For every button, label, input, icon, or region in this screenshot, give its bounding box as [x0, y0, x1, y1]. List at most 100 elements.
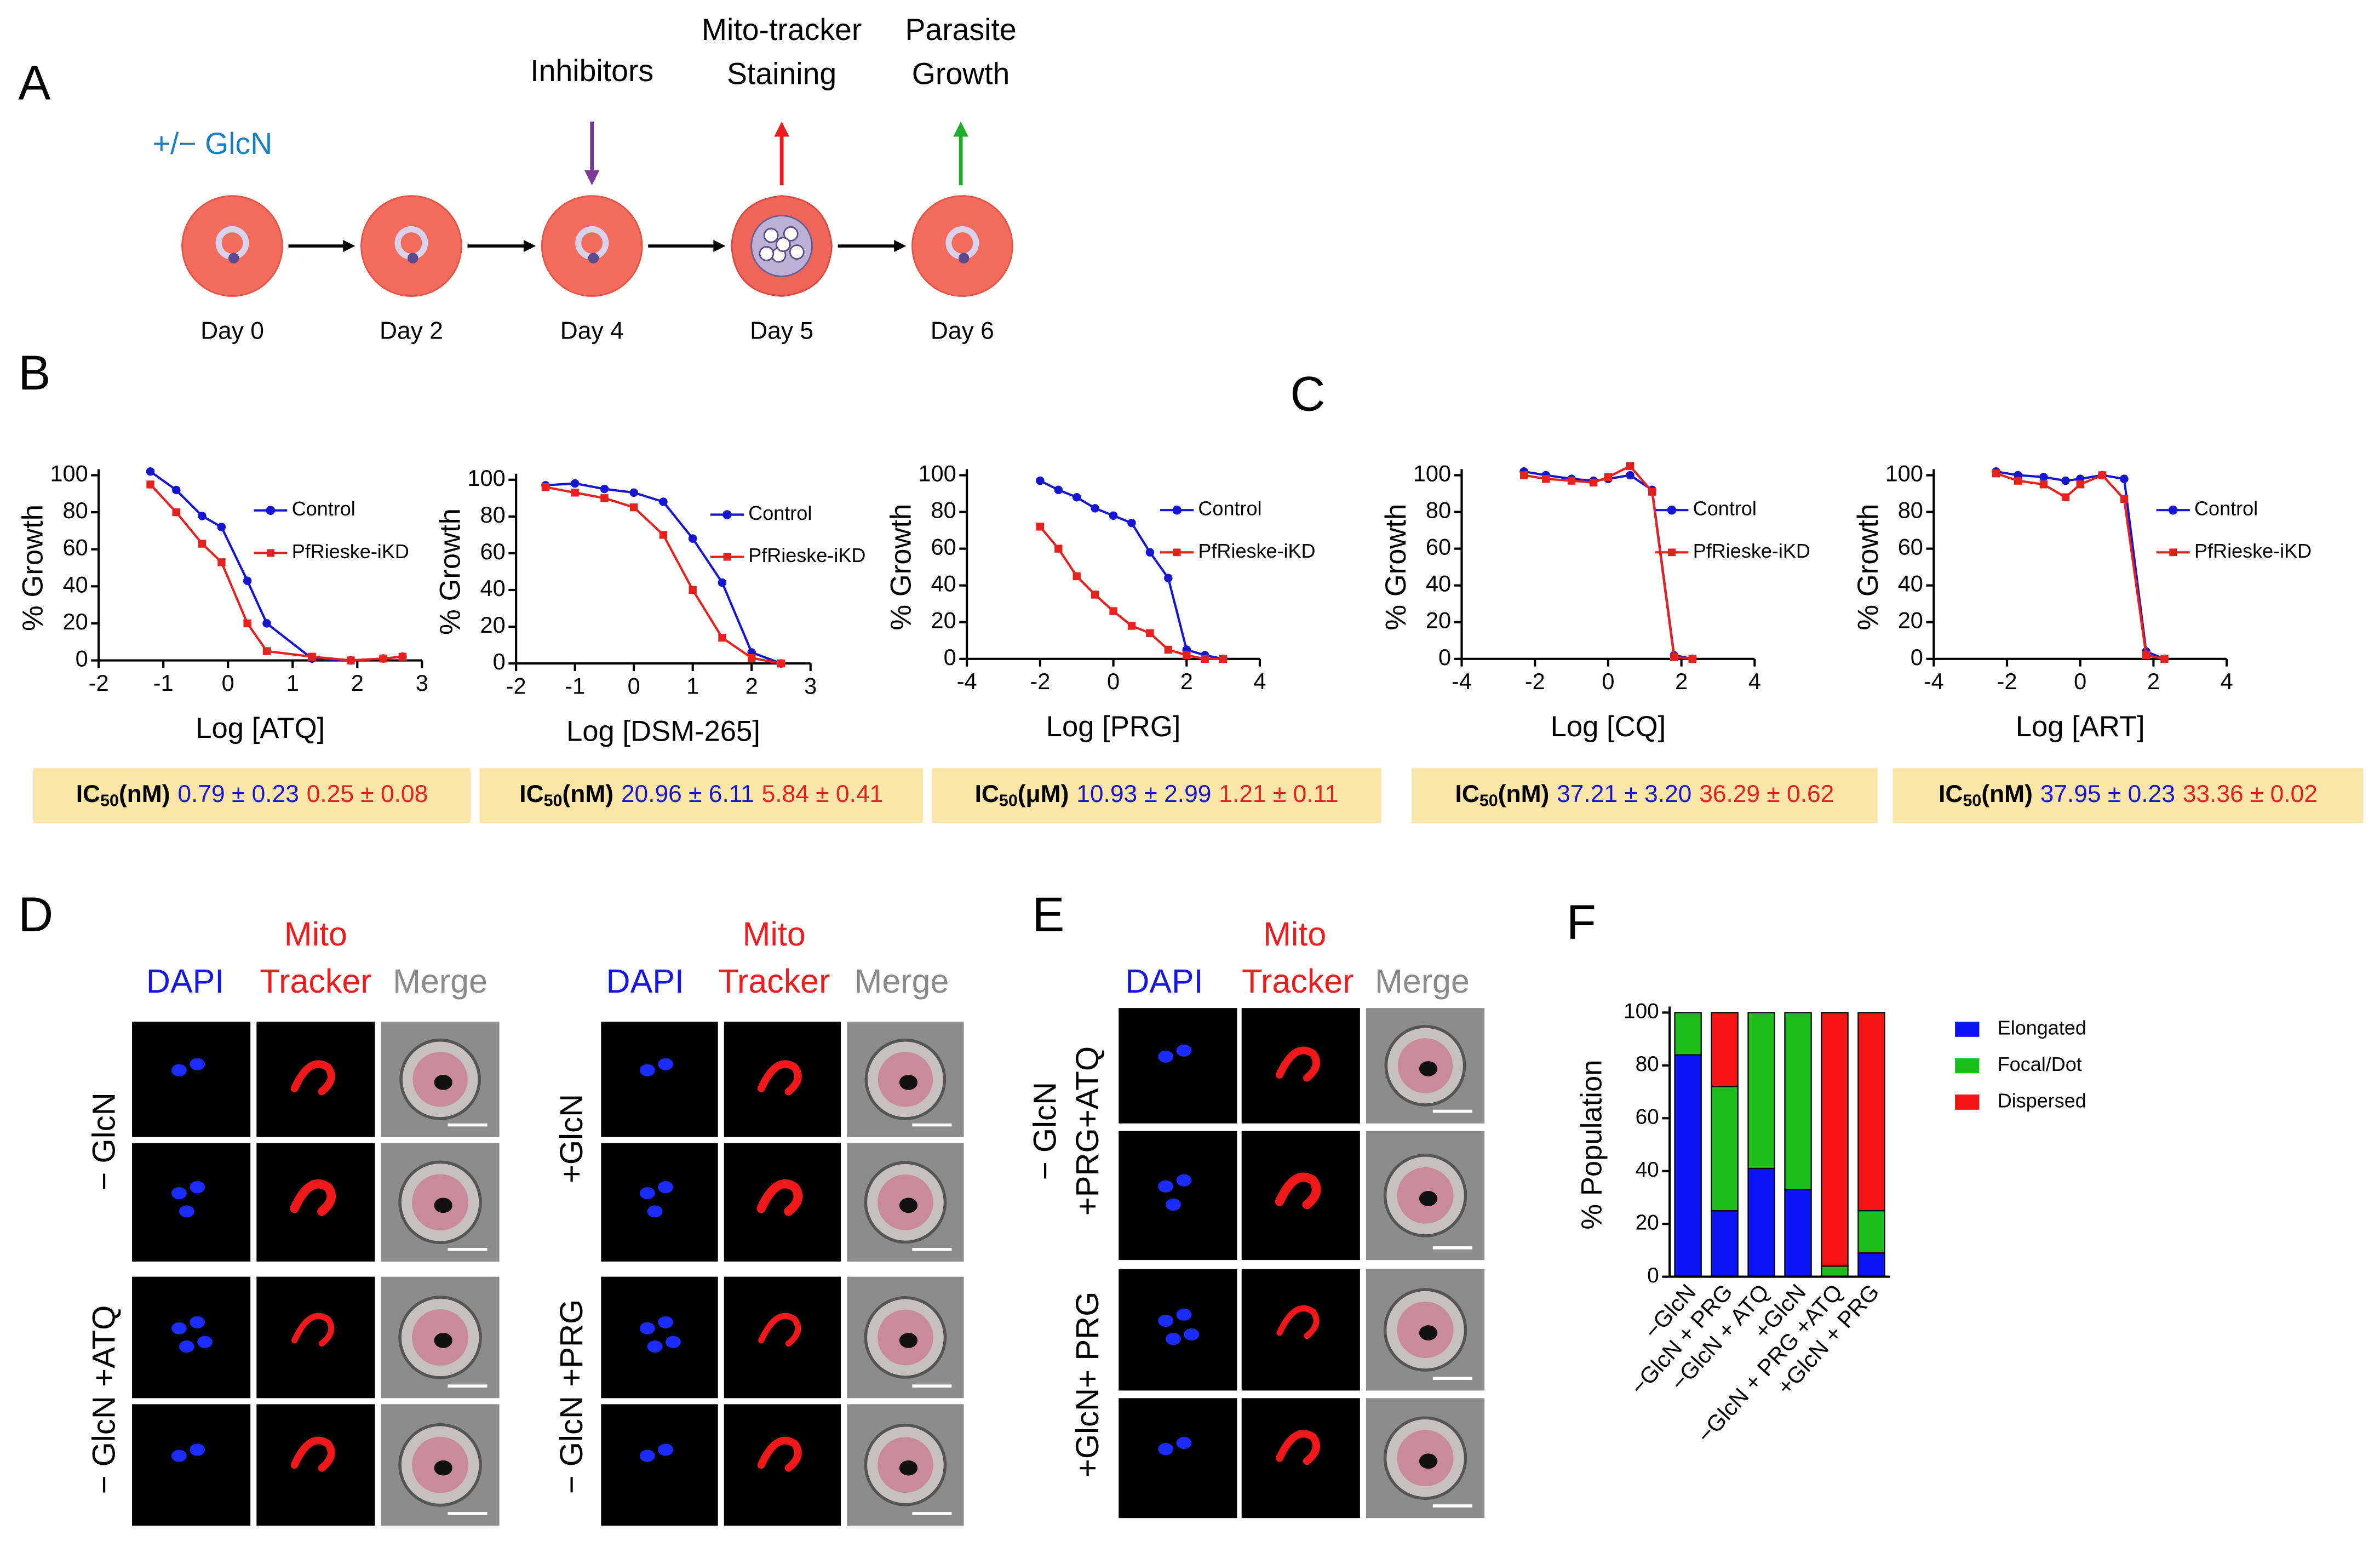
- ic50-box: [932, 768, 1381, 823]
- x-axis-label: Log [PRG]: [1046, 711, 1181, 743]
- data-point: [600, 484, 609, 494]
- data-point: [243, 619, 251, 628]
- mito-header: Mito: [1263, 915, 1326, 953]
- legend-label: Control: [1198, 497, 1261, 520]
- panel-letter: E: [1032, 887, 1064, 942]
- micrograph: [256, 1022, 375, 1137]
- y-tick-label: 0: [944, 644, 956, 670]
- data-point: [1146, 629, 1154, 638]
- y-axis-label: % Growth: [1852, 504, 1884, 631]
- y-tick-label: 40: [480, 575, 506, 601]
- dapi-signal: [658, 1058, 673, 1070]
- event-label: Mito-tracker: [702, 13, 862, 47]
- ic50-text: IC50(μM) 10.93 ± 2.99 1.21 ± 0.11: [975, 781, 1339, 810]
- dapi-signal: [658, 1181, 673, 1194]
- event-arrowhead: [584, 170, 600, 186]
- data-point: [2061, 493, 2070, 501]
- data-point: [1109, 511, 1118, 520]
- x-tick-label: 4: [1748, 668, 1761, 694]
- x-tick-label: -2: [506, 673, 526, 698]
- data-point: [217, 523, 226, 531]
- data-point: [1145, 548, 1155, 557]
- ic50-box: [33, 768, 471, 823]
- y-tick-label: 40: [63, 571, 88, 597]
- tracker-header: Tracker: [1242, 962, 1354, 1000]
- row-label: +PRG+ATQ: [1070, 1046, 1105, 1216]
- red-blood-cell: [360, 195, 462, 297]
- legend-marker: [2169, 548, 2177, 557]
- panel-letter: A: [18, 56, 50, 110]
- row-label: − GlcN +ATQ: [86, 1305, 122, 1494]
- legend-swatch: [1955, 1095, 1980, 1110]
- mito-header: Mito: [743, 915, 806, 953]
- hemozoin: [1419, 1191, 1438, 1206]
- x-tick-label: 2: [1675, 668, 1688, 694]
- legend-label: Control: [1693, 497, 1757, 520]
- x-tick-label: -2: [1997, 668, 2017, 694]
- dapi-signal: [647, 1340, 663, 1353]
- hemozoin: [434, 1075, 452, 1090]
- data-point: [1589, 478, 1598, 487]
- dapi-signal: [1158, 1180, 1174, 1193]
- merozoite: [783, 226, 799, 242]
- data-point: [217, 558, 226, 566]
- data-point: [347, 656, 355, 664]
- red-blood-cell: [911, 195, 1013, 297]
- bar-segment: [1857, 1210, 1885, 1254]
- data-point: [198, 540, 207, 548]
- legend-label: Elongated: [1998, 1016, 2086, 1039]
- x-tick-label: -2: [89, 670, 109, 696]
- dapi-signal: [171, 1322, 187, 1334]
- legend-swatch: [1955, 1022, 1980, 1037]
- data-point: [1127, 622, 1136, 630]
- ic50-unit: (nM): [563, 781, 614, 807]
- bar-segment: [1711, 1210, 1739, 1277]
- micrograph: [724, 1022, 841, 1137]
- dapi-signal: [1166, 1198, 1181, 1211]
- data-point: [146, 467, 155, 476]
- legend-swatch: [1955, 1058, 1980, 1074]
- y-tick-label: 0: [1647, 1264, 1659, 1287]
- hemozoin: [434, 1198, 452, 1213]
- ic50-sub: 50: [100, 791, 119, 810]
- y-tick-label: 100: [50, 460, 88, 486]
- dapi-signal: [639, 1064, 655, 1076]
- data-point: [1670, 653, 1678, 661]
- dapi-signal: [1166, 1333, 1181, 1345]
- x-tick-label: 2: [2147, 668, 2160, 694]
- dapi-signal: [179, 1340, 194, 1353]
- ic50-kd: 36.29 ± 0.62: [1699, 781, 1834, 807]
- mito-signal: [290, 1179, 336, 1216]
- merozoite: [776, 237, 791, 253]
- row-label: − GlcN: [86, 1092, 122, 1190]
- dapi-signal: [197, 1336, 213, 1348]
- y-tick-label: 0: [76, 646, 88, 672]
- x-tick-label: 0: [1602, 668, 1614, 694]
- y-tick-label: 80: [1426, 497, 1451, 523]
- panel-letter: B: [18, 346, 50, 400]
- data-point: [1688, 655, 1696, 663]
- micrograph: [1119, 1131, 1237, 1260]
- dapi-signal: [639, 1322, 655, 1334]
- x-tick-label: -4: [957, 668, 977, 694]
- event-arrowhead: [774, 121, 789, 137]
- legend-label: PfRieske-iKD: [1198, 540, 1315, 562]
- data-point: [748, 654, 756, 662]
- bar-segment: [1784, 1189, 1812, 1277]
- y-tick-label: 20: [931, 608, 956, 633]
- y-tick-label: 100: [1624, 1000, 1659, 1023]
- ic50-control: 37.21 ± 3.20: [1557, 781, 1691, 807]
- panel-letter: D: [18, 887, 53, 942]
- parasite-nucleus: [408, 253, 418, 263]
- data-point: [1036, 523, 1045, 531]
- data-point: [262, 619, 271, 628]
- bar-segment: [1674, 1012, 1702, 1056]
- y-axis-label: % Growth: [17, 505, 49, 631]
- x-tick-label: 2: [351, 670, 364, 696]
- micrograph: [601, 1404, 718, 1526]
- day-label: Day 6: [931, 318, 994, 345]
- data-point: [570, 479, 580, 488]
- panel-letter: F: [1567, 895, 1596, 949]
- data-point: [1072, 492, 1081, 502]
